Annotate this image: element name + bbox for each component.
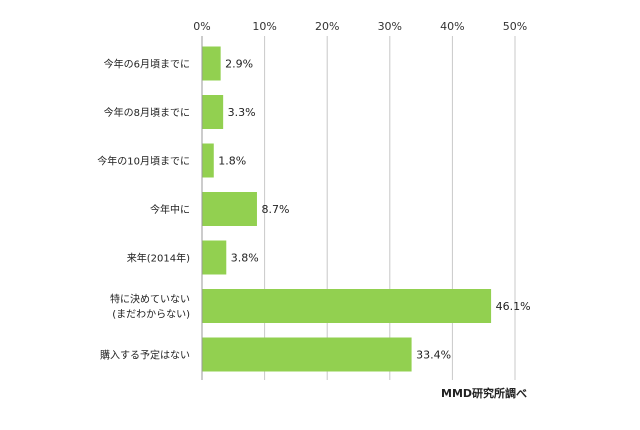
value-label: 8.7% xyxy=(261,203,289,216)
category-label: 今年の6月頃までに xyxy=(104,58,190,71)
x-tick-label: 0% xyxy=(193,20,210,33)
category-label: 今年の8月頃までに xyxy=(104,106,190,119)
category-label: 来年(2014年) xyxy=(127,252,190,265)
category-label: 特に決めていない xyxy=(110,294,190,306)
x-tick-label: 40% xyxy=(440,20,464,33)
bar xyxy=(202,46,221,81)
grid-layer xyxy=(201,36,516,380)
x-tick-label: 20% xyxy=(315,20,339,33)
x-tick-label: 50% xyxy=(503,20,527,33)
category-label: (まだわからない) xyxy=(112,309,190,321)
bar xyxy=(202,192,257,226)
value-label: 33.4% xyxy=(416,349,451,362)
category-label: 今年中に xyxy=(150,203,190,216)
bar xyxy=(202,337,412,372)
bar xyxy=(202,240,227,275)
category-label: 今年の10月頃までに xyxy=(97,155,190,168)
bar xyxy=(202,95,224,129)
bar xyxy=(202,143,214,178)
x-tick-label: 30% xyxy=(378,20,402,33)
bar xyxy=(202,289,492,323)
source-note: MMD研究所調べ xyxy=(441,386,527,400)
x-tick-label: 10% xyxy=(252,20,276,33)
value-label: 3.3% xyxy=(228,106,256,119)
category-label-layer: 今年の6月頃までに今年の8月頃までに今年の10月頃までに今年中に来年(2014年… xyxy=(97,58,190,362)
value-label-layer: 2.9% 3.3% 1.8% 8.7% 3.8% 46.1% 33.4% xyxy=(218,58,530,362)
value-label: 3.8% xyxy=(231,252,259,265)
category-label: 購入する予定はない xyxy=(100,349,190,362)
value-label: 1.8% xyxy=(218,155,246,168)
bar-layer xyxy=(202,46,492,372)
tick-label-layer: 0% 10% 20% 30% 40% 50% xyxy=(193,20,527,33)
value-label: 2.9% xyxy=(225,58,253,71)
value-label: 46.1% xyxy=(496,300,531,313)
